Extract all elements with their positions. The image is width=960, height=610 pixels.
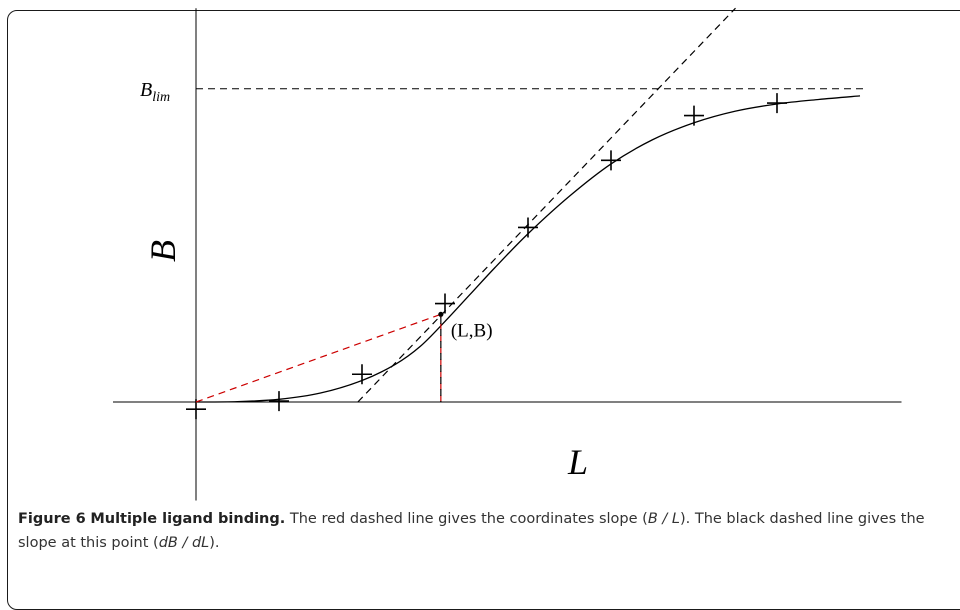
tangent-dashed-line (357, 7, 736, 403)
data-point-3 (352, 364, 372, 385)
figure-caption: Figure 6 Multiple ligand binding. The re… (18, 507, 938, 555)
data-point-2 (269, 391, 289, 412)
binding-curve (195, 95, 861, 403)
lb-point-dot (438, 311, 444, 317)
y-axis-label: B (143, 240, 183, 262)
caption-text: The red dashed line gives the coordinate… (18, 511, 925, 551)
data-point-6 (601, 150, 621, 171)
caption-part-4: dB / dL (158, 535, 210, 551)
caption-part-3: ). The black dashed line gives the slope… (18, 511, 925, 551)
b-lim-label: Blim (140, 79, 170, 105)
figure-title: Multiple ligand binding. (90, 511, 286, 527)
caption-part-1: The red dashed line gives the coordinate… (285, 511, 648, 527)
data-point-1 (186, 399, 206, 420)
coordinate-slope-dashed-line (195, 313, 442, 403)
b-lim-subscript: lim (152, 90, 170, 105)
figure-label: Figure 6 (18, 511, 86, 527)
x-axis-label: L (567, 442, 588, 482)
caption-part-2: B / L (647, 511, 680, 527)
lb-point-label: (L,B) (451, 320, 493, 341)
caption-part-5: ). (209, 535, 220, 551)
binding-chart: Blim (L,B) L B (113, 7, 902, 501)
